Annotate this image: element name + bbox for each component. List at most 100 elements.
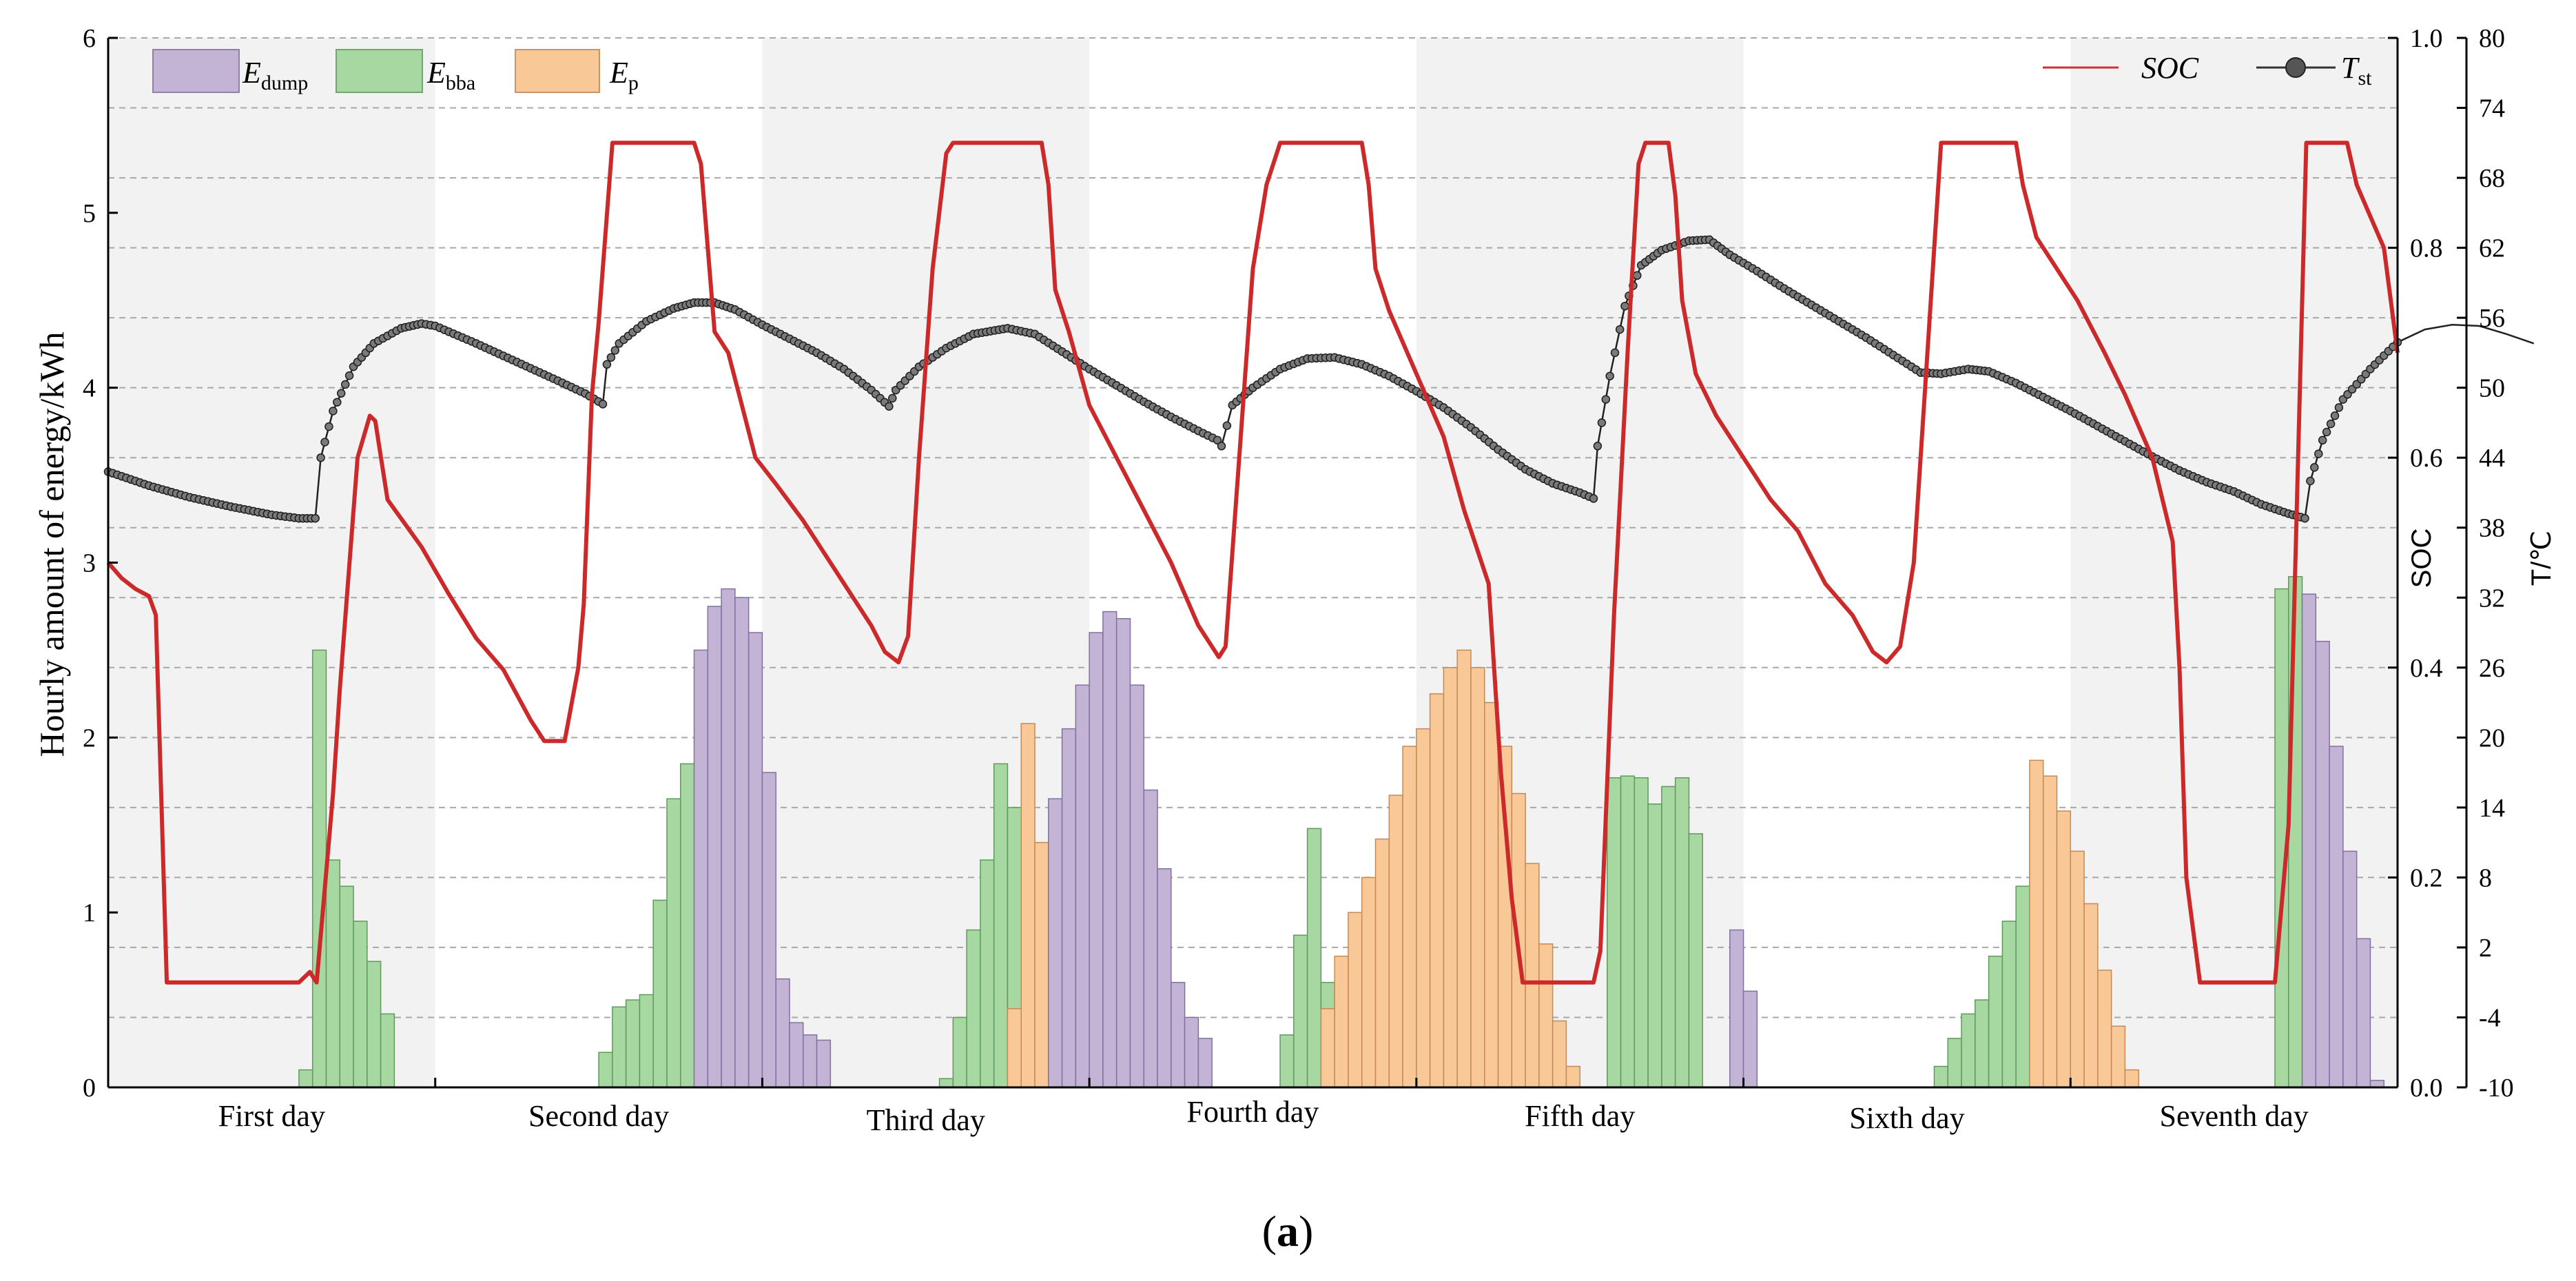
y-soc-tick-label-1: 0.2 [2410, 863, 2443, 892]
bar-E_p-d6-h22 [2042, 775, 2058, 1088]
bar-E_bba-d1-h19 [367, 961, 382, 1088]
y-left-tick-label-3: 3 [83, 549, 96, 578]
bar-E_dump-d2-h28 [816, 1039, 832, 1088]
bar-E_dump-d2-h20 [707, 606, 722, 1088]
bar-E_p-d4-h25 [1429, 693, 1445, 1088]
temperature-marker-176 [885, 402, 894, 411]
bar-E_bba-d6-h16 [1961, 1013, 1976, 1088]
bar-E_bba-d5-h20 [1688, 833, 1703, 1088]
legend-label-soc: SOC [2141, 51, 2199, 85]
bar-E_bba-d3-h16 [980, 859, 995, 1088]
x-day-label-4: Fourth day [1187, 1095, 1319, 1129]
bar-E_bba-d2-h14 [625, 999, 641, 1088]
bar-E_bba-d6-h20 [2015, 885, 2030, 1088]
y-axis-temperature-title: T/℃ [2526, 531, 2557, 586]
bar-E_p-d4-h21 [1374, 838, 1390, 1088]
x-day-label-1: First day [218, 1099, 325, 1133]
bar-E_bba-d3-h13 [938, 1078, 954, 1088]
temperature-marker-494 [2310, 463, 2319, 472]
bar-series-group [298, 576, 2384, 1088]
bar-E_dump-d3-h28 [1143, 789, 1158, 1088]
bar-E_bba-d6-h17 [1975, 999, 1990, 1088]
bar-E_bba-d6-h19 [2001, 921, 2017, 1088]
temperature-marker-53 [340, 380, 350, 389]
temperature-marker-54 [344, 371, 354, 380]
temperature-marker-49 [324, 422, 333, 431]
bar-E_bba-d5-h17 [1647, 803, 1662, 1088]
temperature-marker-47 [316, 453, 325, 462]
bar-E_bba-d1-h16 [325, 859, 341, 1088]
temperature-marker-500 [2334, 403, 2344, 412]
y-temp-tick-label-15: 80 [2479, 24, 2505, 53]
bar-E_bba-d7-h16 [2288, 576, 2303, 1088]
y-left-tick-label-6: 6 [83, 24, 96, 53]
bar-E_p-d4-h23 [1402, 746, 1417, 1088]
temperature-marker-498 [2326, 419, 2336, 429]
temperature-marker-251 [1222, 421, 1232, 430]
temperature-marker-51 [333, 398, 342, 407]
temperature-marker-342 [1633, 271, 1642, 280]
bar-E_p-d6-h24 [2070, 850, 2085, 1088]
y-soc-tick-label-2: 0.4 [2410, 654, 2443, 683]
y-temp-tick-label-8: 38 [2479, 514, 2505, 543]
bar-E_bba-d3-h14 [952, 1016, 967, 1088]
axes-group: 01234560.00.20.40.60.81.0-10-42814202632… [83, 24, 2514, 1137]
bar-E_dump-d3-h24 [1089, 632, 1104, 1088]
legend-swatch-p [515, 49, 600, 93]
bar-E_bba-d1-h18 [353, 921, 368, 1088]
bar-E_bba-d1-h20 [380, 1013, 395, 1088]
temperature-marker-333 [1593, 442, 1603, 451]
bar-E_dump-d7-h19 [2329, 746, 2344, 1088]
bar-E_p-d4-h24 [1416, 728, 1431, 1088]
bar-E_dump-d7-h20 [2342, 850, 2358, 1088]
day-shade-1 [108, 38, 435, 1087]
bar-E_bba-d3-h17 [993, 763, 1009, 1088]
temperature-marker-52 [336, 389, 346, 398]
bar-E_bba-d5-h16 [1634, 777, 1649, 1088]
bar-E_dump-d2-h25 [775, 978, 790, 1088]
bar-E_p-d6-h28 [2124, 1069, 2139, 1088]
bar-E_dump-d3-h27 [1129, 684, 1145, 1088]
bar-E_dump-d5-h24 [1742, 990, 1758, 1088]
bar-E_dump-d2-h23 [748, 632, 763, 1088]
temperature-marker-334 [1597, 418, 1607, 427]
legend-swatch-temperature-marker [2285, 57, 2306, 78]
bar-E_p-d4-h27 [1456, 649, 1472, 1088]
bar-E_bba-d6-h14 [1933, 1065, 1949, 1088]
bar-E_dump-d2-h26 [789, 1022, 804, 1088]
temperature-marker-337 [1610, 348, 1620, 358]
y-temp-tick-label-9: 44 [2479, 444, 2505, 473]
bar-E_dump-d2-h22 [734, 597, 750, 1088]
bar-E_p-d4-h26 [1443, 667, 1458, 1088]
legend-label-bba: Ebba [426, 56, 475, 94]
temperature-marker-499 [2330, 411, 2340, 420]
bar-E_dump-d2-h19 [693, 649, 709, 1088]
temperature-marker-492 [2300, 513, 2309, 523]
y-soc-tick-label-0: 0.0 [2410, 1074, 2443, 1103]
y-left-tick-label-4: 4 [83, 374, 96, 403]
temperature-marker-495 [2314, 449, 2323, 458]
y-soc-tick-label-3: 0.6 [2410, 444, 2443, 473]
temperature-marker-496 [2318, 435, 2327, 445]
bar-E_p-d4-h29 [1484, 701, 1499, 1088]
y-temp-tick-label-12: 62 [2479, 234, 2505, 263]
bar-E_bba-d5-h18 [1661, 786, 1676, 1088]
temperature-marker-48 [320, 438, 329, 447]
temperature-marker-111 [598, 400, 608, 409]
bar-E_dump-d3-h31 [1184, 1016, 1199, 1088]
y-temp-tick-label-13: 68 [2479, 164, 2505, 193]
y-soc-tick-label-4: 0.8 [2410, 234, 2443, 263]
legend-swatch-dump [152, 49, 240, 93]
legend-label-dump: Edump [242, 56, 308, 94]
bar-E_p-d4-h22 [1388, 795, 1403, 1088]
bar-E_dump-d2-h21 [721, 588, 736, 1088]
y-temp-tick-label-11: 56 [2479, 304, 2505, 333]
y-temp-tick-label-14: 74 [2479, 94, 2505, 123]
y-soc-tick-label-5: 1.0 [2410, 24, 2443, 53]
bar-E_bba-d5-h19 [1674, 777, 1690, 1088]
x-day-label-2: Second day [528, 1099, 669, 1133]
x-day-label-5: Fifth day [1525, 1099, 1635, 1133]
y-temp-tick-label-6: 26 [2479, 654, 2505, 683]
y-axis-soc-title: SOC [2407, 529, 2437, 588]
